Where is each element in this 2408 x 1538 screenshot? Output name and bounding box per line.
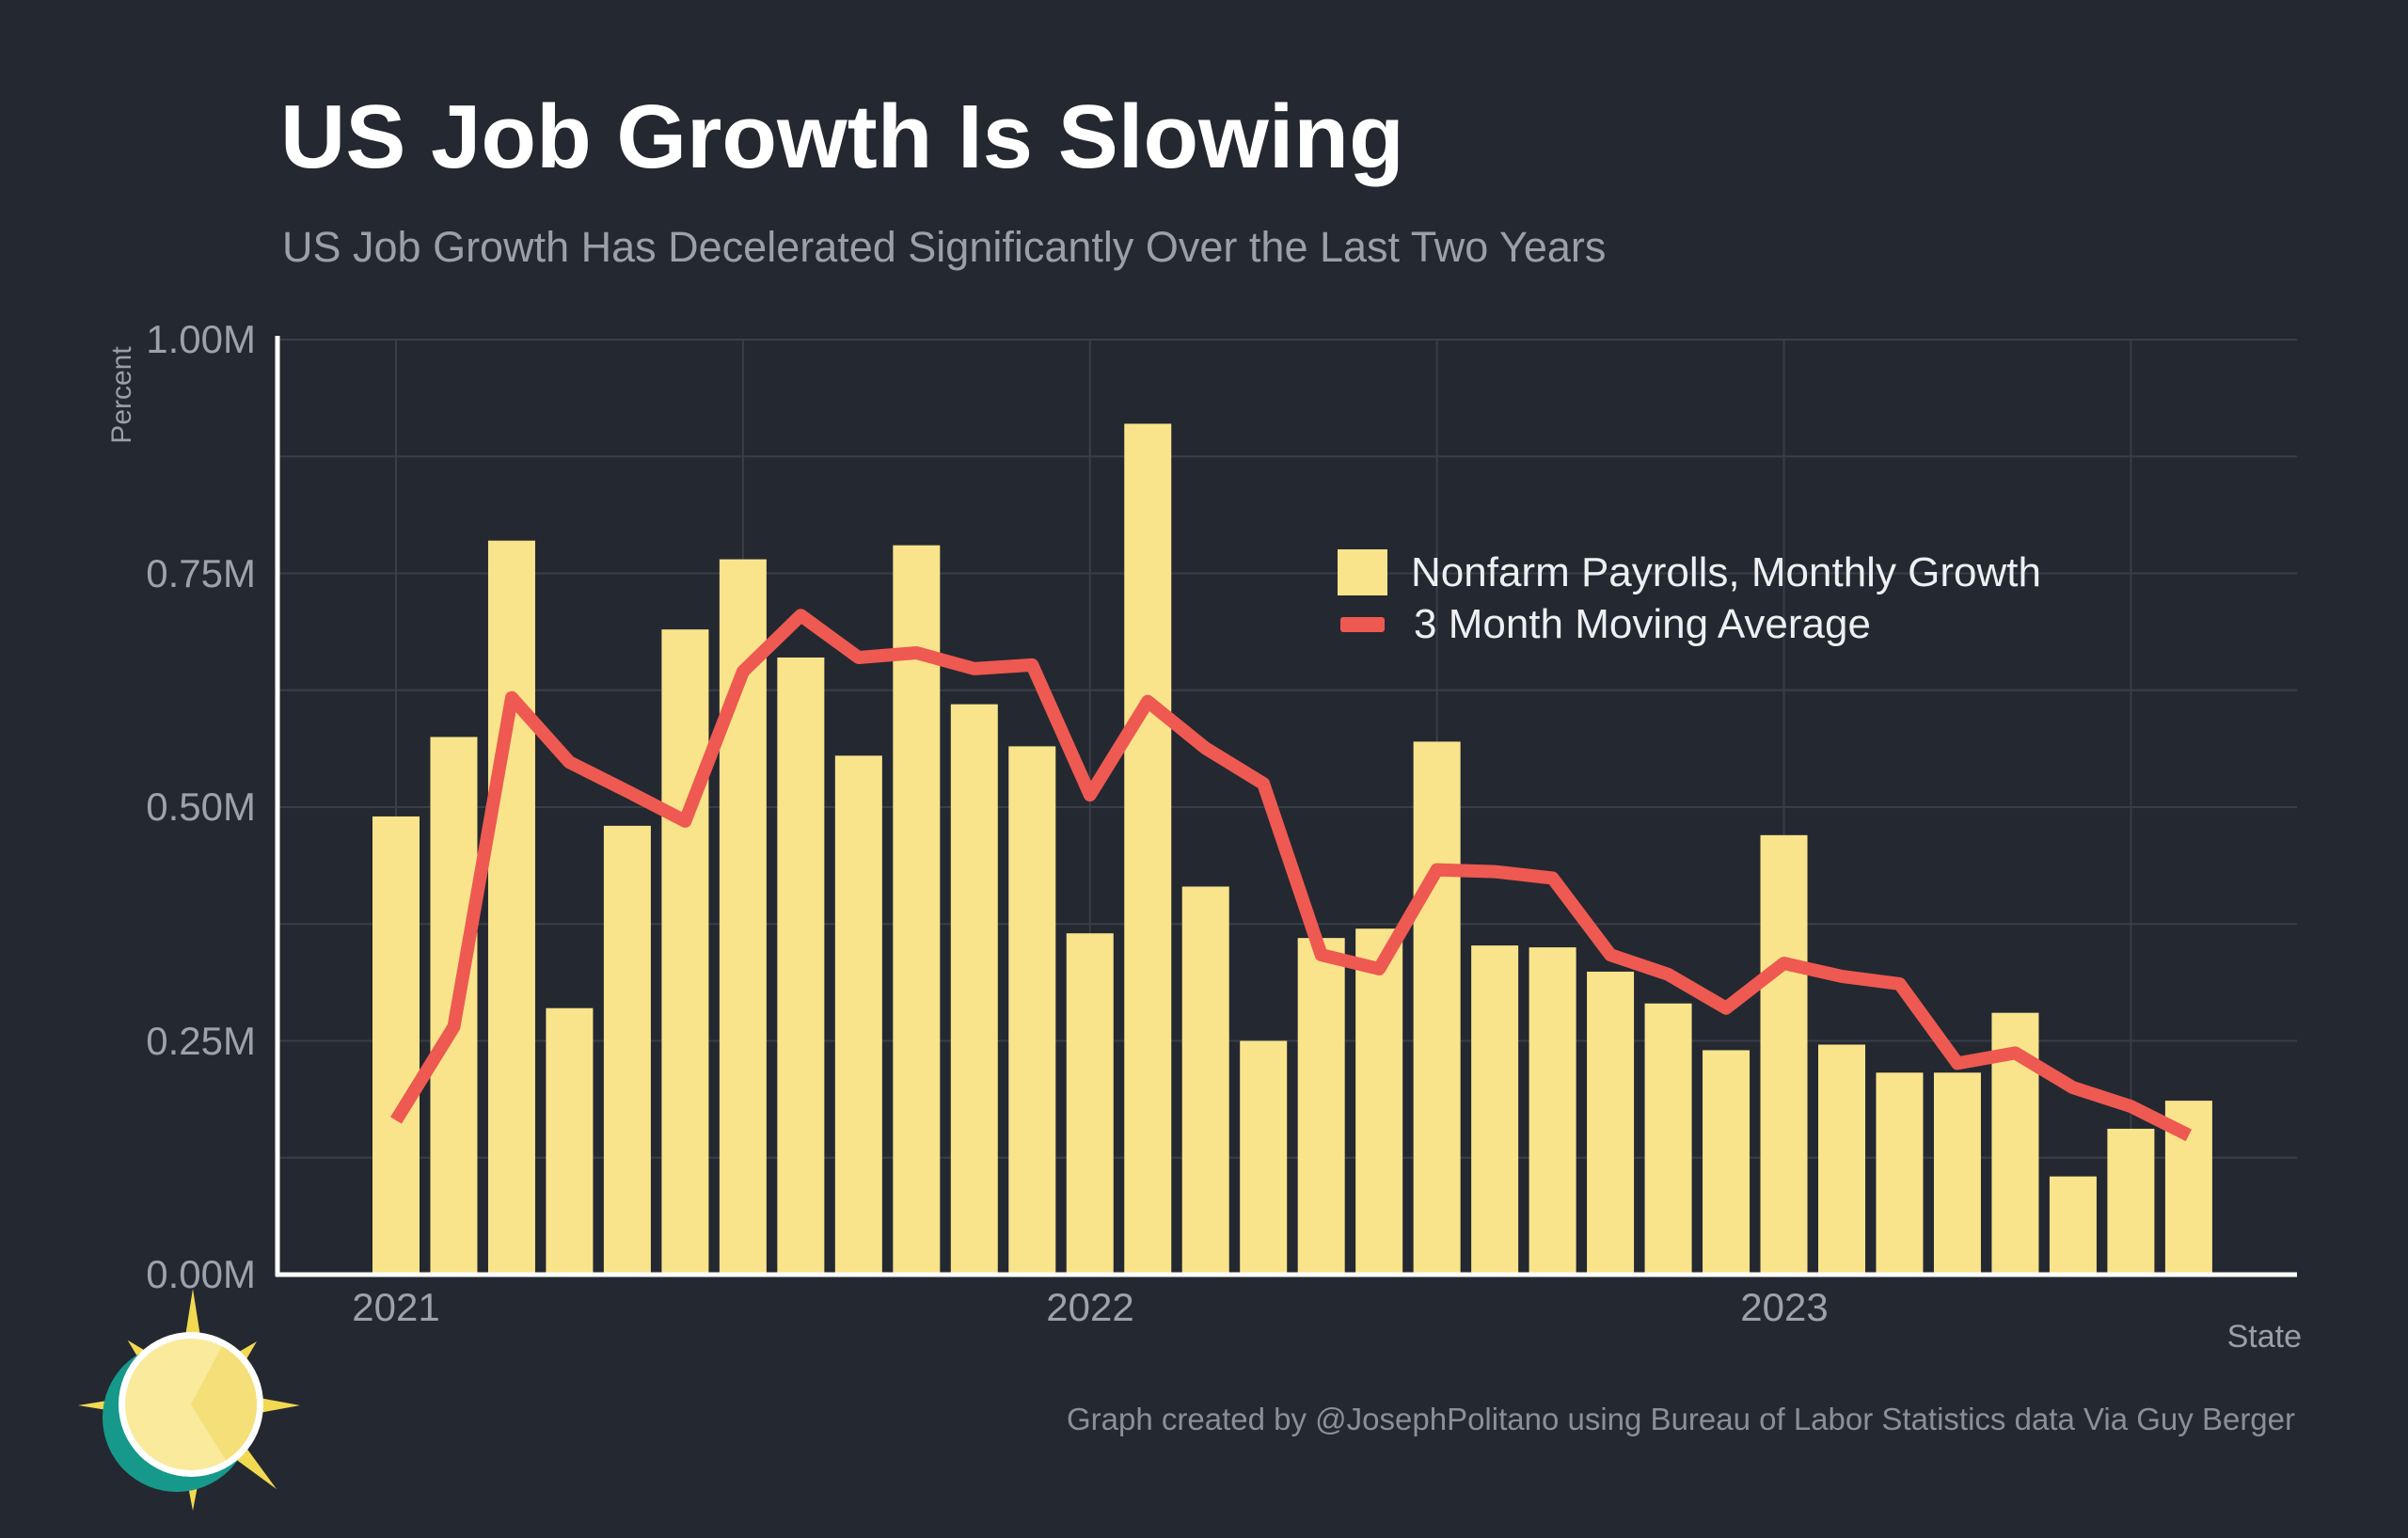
bar xyxy=(1124,423,1172,1276)
bar xyxy=(2049,1176,2097,1275)
page-subtitle: US Job Growth Has Decelerated Significan… xyxy=(282,223,1607,271)
x-tick-2022: 2022 xyxy=(1046,1285,1134,1329)
bar xyxy=(777,657,825,1275)
x-tick-2023: 2023 xyxy=(1740,1285,1829,1329)
bar-series-swatch-icon xyxy=(1338,549,1387,595)
y-tick-4: 1.00M xyxy=(146,317,256,361)
bar xyxy=(1703,1050,1751,1275)
bar xyxy=(1240,1040,1288,1275)
y-tick-3: 0.75M xyxy=(146,551,256,595)
bar xyxy=(1066,933,1114,1275)
line-series-swatch-icon xyxy=(1340,617,1385,632)
bar xyxy=(546,1007,594,1275)
bar xyxy=(834,755,882,1275)
bar xyxy=(1471,945,1519,1275)
y-tick-2: 0.50M xyxy=(146,785,256,829)
legend-item-bars: Nonfarm Payrolls, Monthly Growth xyxy=(1338,549,2041,595)
y-tick-1: 0.25M xyxy=(146,1019,256,1063)
bar xyxy=(1297,938,1345,1275)
bar xyxy=(1933,1072,1981,1275)
x-tick-2021: 2021 xyxy=(352,1285,440,1329)
bar xyxy=(1008,746,1056,1275)
bar xyxy=(1587,971,1635,1275)
sun-body-shade xyxy=(191,1346,258,1461)
bar xyxy=(372,816,420,1275)
bar xyxy=(661,629,709,1275)
legend-label-line: 3 Month Moving Average xyxy=(1414,601,1871,647)
apricitas-sun-logo-icon xyxy=(78,1289,300,1511)
x-axis-title: State xyxy=(2226,1319,2302,1355)
legend-label-bars: Nonfarm Payrolls, Monthly Growth xyxy=(1411,548,2041,595)
bar xyxy=(1644,1003,1692,1275)
bar xyxy=(1529,947,1576,1275)
y-axis-title: Percent xyxy=(106,346,137,444)
bar xyxy=(893,545,941,1275)
bar xyxy=(603,825,651,1275)
bar xyxy=(1760,834,1808,1275)
bar xyxy=(1413,741,1461,1275)
legend-item-line: 3 Month Moving Average xyxy=(1338,602,1871,647)
bar xyxy=(1355,928,1403,1275)
credit-text: Graph created by @JosephPolitano using B… xyxy=(1067,1402,2295,1436)
bar xyxy=(487,540,535,1275)
y-tick-0: 0.00M xyxy=(146,1252,256,1296)
bar xyxy=(1181,886,1229,1275)
bar xyxy=(950,704,998,1275)
bar xyxy=(1876,1072,1924,1275)
bar xyxy=(2107,1128,2155,1275)
moving-average-line xyxy=(390,609,2193,1142)
page-title: US Job Growth Is Slowing xyxy=(280,87,1404,187)
bar xyxy=(1818,1044,1865,1275)
